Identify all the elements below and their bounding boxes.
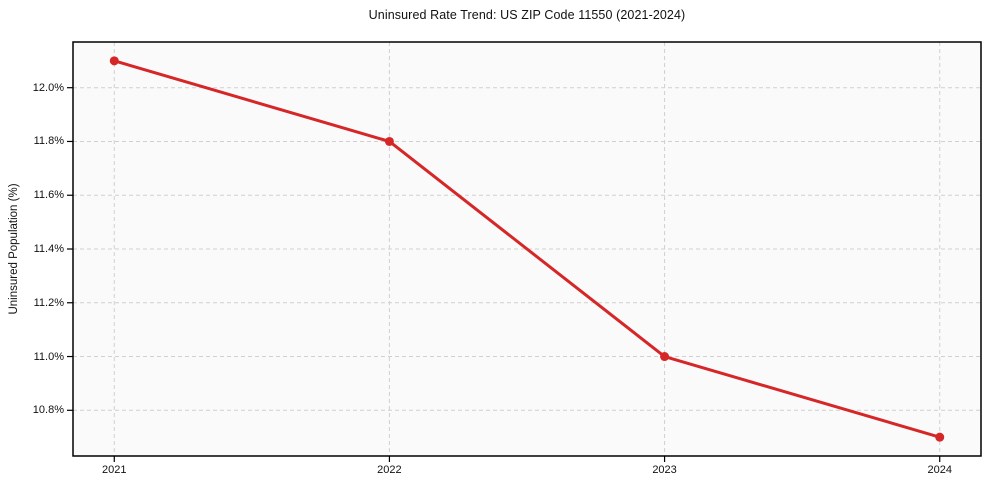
y-tick-label: 11.6% <box>33 189 64 202</box>
y-tick-label: 11.2% <box>33 296 64 309</box>
trend-line <box>112 59 942 439</box>
data-point <box>660 352 670 362</box>
x-tick-label: 2022 <box>377 464 402 476</box>
chart-title: Uninsured Rate Trend: US ZIP Code 11550 … <box>368 8 686 22</box>
plot-border <box>72 41 982 457</box>
y-tick-label: 11.8% <box>33 135 64 148</box>
y-tick-label: 11.0% <box>33 350 64 363</box>
x-tick-label: 2024 <box>927 464 952 476</box>
data-point <box>384 136 394 146</box>
x-tick-label: 2021 <box>102 464 127 476</box>
plot-area <box>67 41 982 462</box>
line-chart-svg <box>67 41 982 462</box>
x-tick-label: 2023 <box>652 464 677 476</box>
y-tick-label: 10.8% <box>32 404 64 417</box>
data-point <box>935 432 945 442</box>
data-point <box>109 56 119 66</box>
y-tick-label: 12.0% <box>32 81 64 94</box>
y-tick-label: 11.4% <box>33 243 64 255</box>
